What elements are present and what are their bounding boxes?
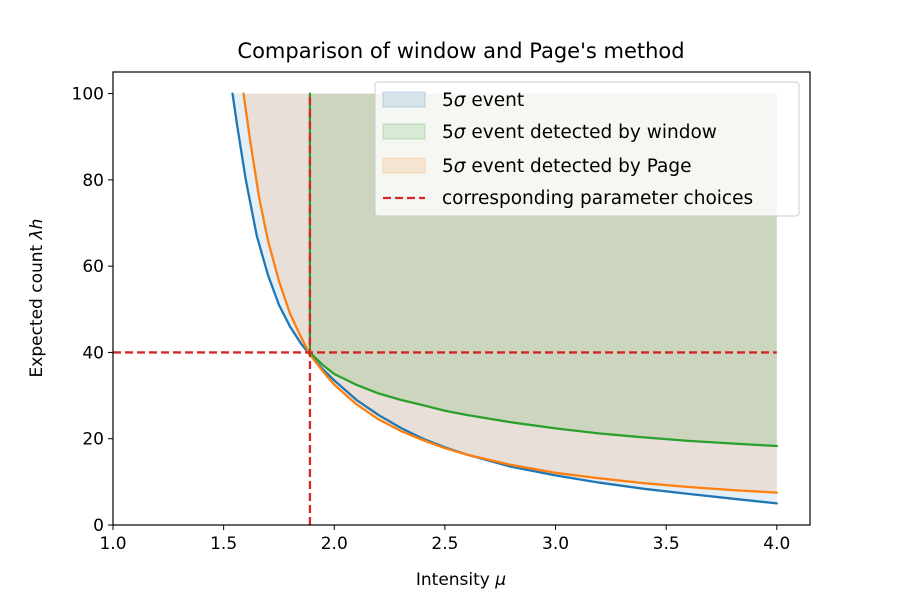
x-tick-label: 1.5 bbox=[210, 534, 237, 554]
series-line-detected-by-page bbox=[242, 92, 778, 494]
y-tick-label: 60 bbox=[82, 257, 104, 277]
x-tick-label: 3.0 bbox=[542, 534, 569, 554]
x-tick-label: 2.5 bbox=[431, 534, 458, 554]
x-axis-label-text: Intensity bbox=[416, 570, 490, 590]
reference-lines bbox=[113, 93, 777, 525]
x-tick-label: 2.0 bbox=[321, 534, 348, 554]
y-tick-label: 0 bbox=[93, 516, 104, 536]
plot-frame bbox=[112, 71, 811, 526]
y-tick-label: 20 bbox=[82, 430, 104, 450]
x-axis-label: Intensity μ bbox=[416, 570, 506, 590]
legend: 5σ event 5σ event detected by window 5σ ev… bbox=[374, 81, 800, 217]
series-line-detected-by-window bbox=[308, 92, 778, 448]
legend-swatch bbox=[382, 157, 426, 174]
series-layer bbox=[231, 92, 778, 505]
legend-swatch bbox=[382, 91, 426, 108]
legend-item: 5σ event detected by window bbox=[382, 122, 717, 143]
y-tick-label: 100 bbox=[72, 85, 104, 105]
legend-frame bbox=[374, 81, 800, 217]
legend-label: 5σ event detected by Page bbox=[442, 156, 692, 177]
legend-label: 5σ event detected by window bbox=[442, 122, 717, 143]
x-tick-label: 3.5 bbox=[653, 534, 680, 554]
y-axis-label-symbol: λh bbox=[27, 219, 47, 241]
y-axis-label-text: Expected count bbox=[27, 244, 47, 377]
x-tick-label: 1.0 bbox=[99, 534, 126, 554]
legend-label: corresponding parameter choices bbox=[442, 188, 753, 209]
legend-item: 5σ event detected by Page bbox=[382, 156, 692, 177]
y-tick-label: 40 bbox=[82, 343, 104, 363]
legend-swatch bbox=[382, 123, 426, 140]
legend-item: corresponding parameter choices bbox=[383, 188, 753, 209]
y-tick-label: 80 bbox=[82, 171, 104, 191]
chart-title: Comparison of window and Page's method bbox=[237, 39, 684, 63]
legend-label: 5σ event bbox=[442, 90, 524, 111]
x-axis-label-symbol: μ bbox=[494, 570, 506, 590]
y-axis-label: Expected count λh bbox=[27, 219, 47, 378]
y-axis-ticks: 0 20 40 60 80 100 bbox=[72, 85, 113, 536]
x-tick-label: 4.0 bbox=[763, 534, 790, 554]
series-line-5sigma-event bbox=[231, 92, 778, 505]
x-axis-ticks: 1.0 1.5 2.0 2.5 3.0 3.5 4.0 bbox=[99, 525, 790, 554]
legend-item: 5σ event bbox=[382, 90, 524, 111]
